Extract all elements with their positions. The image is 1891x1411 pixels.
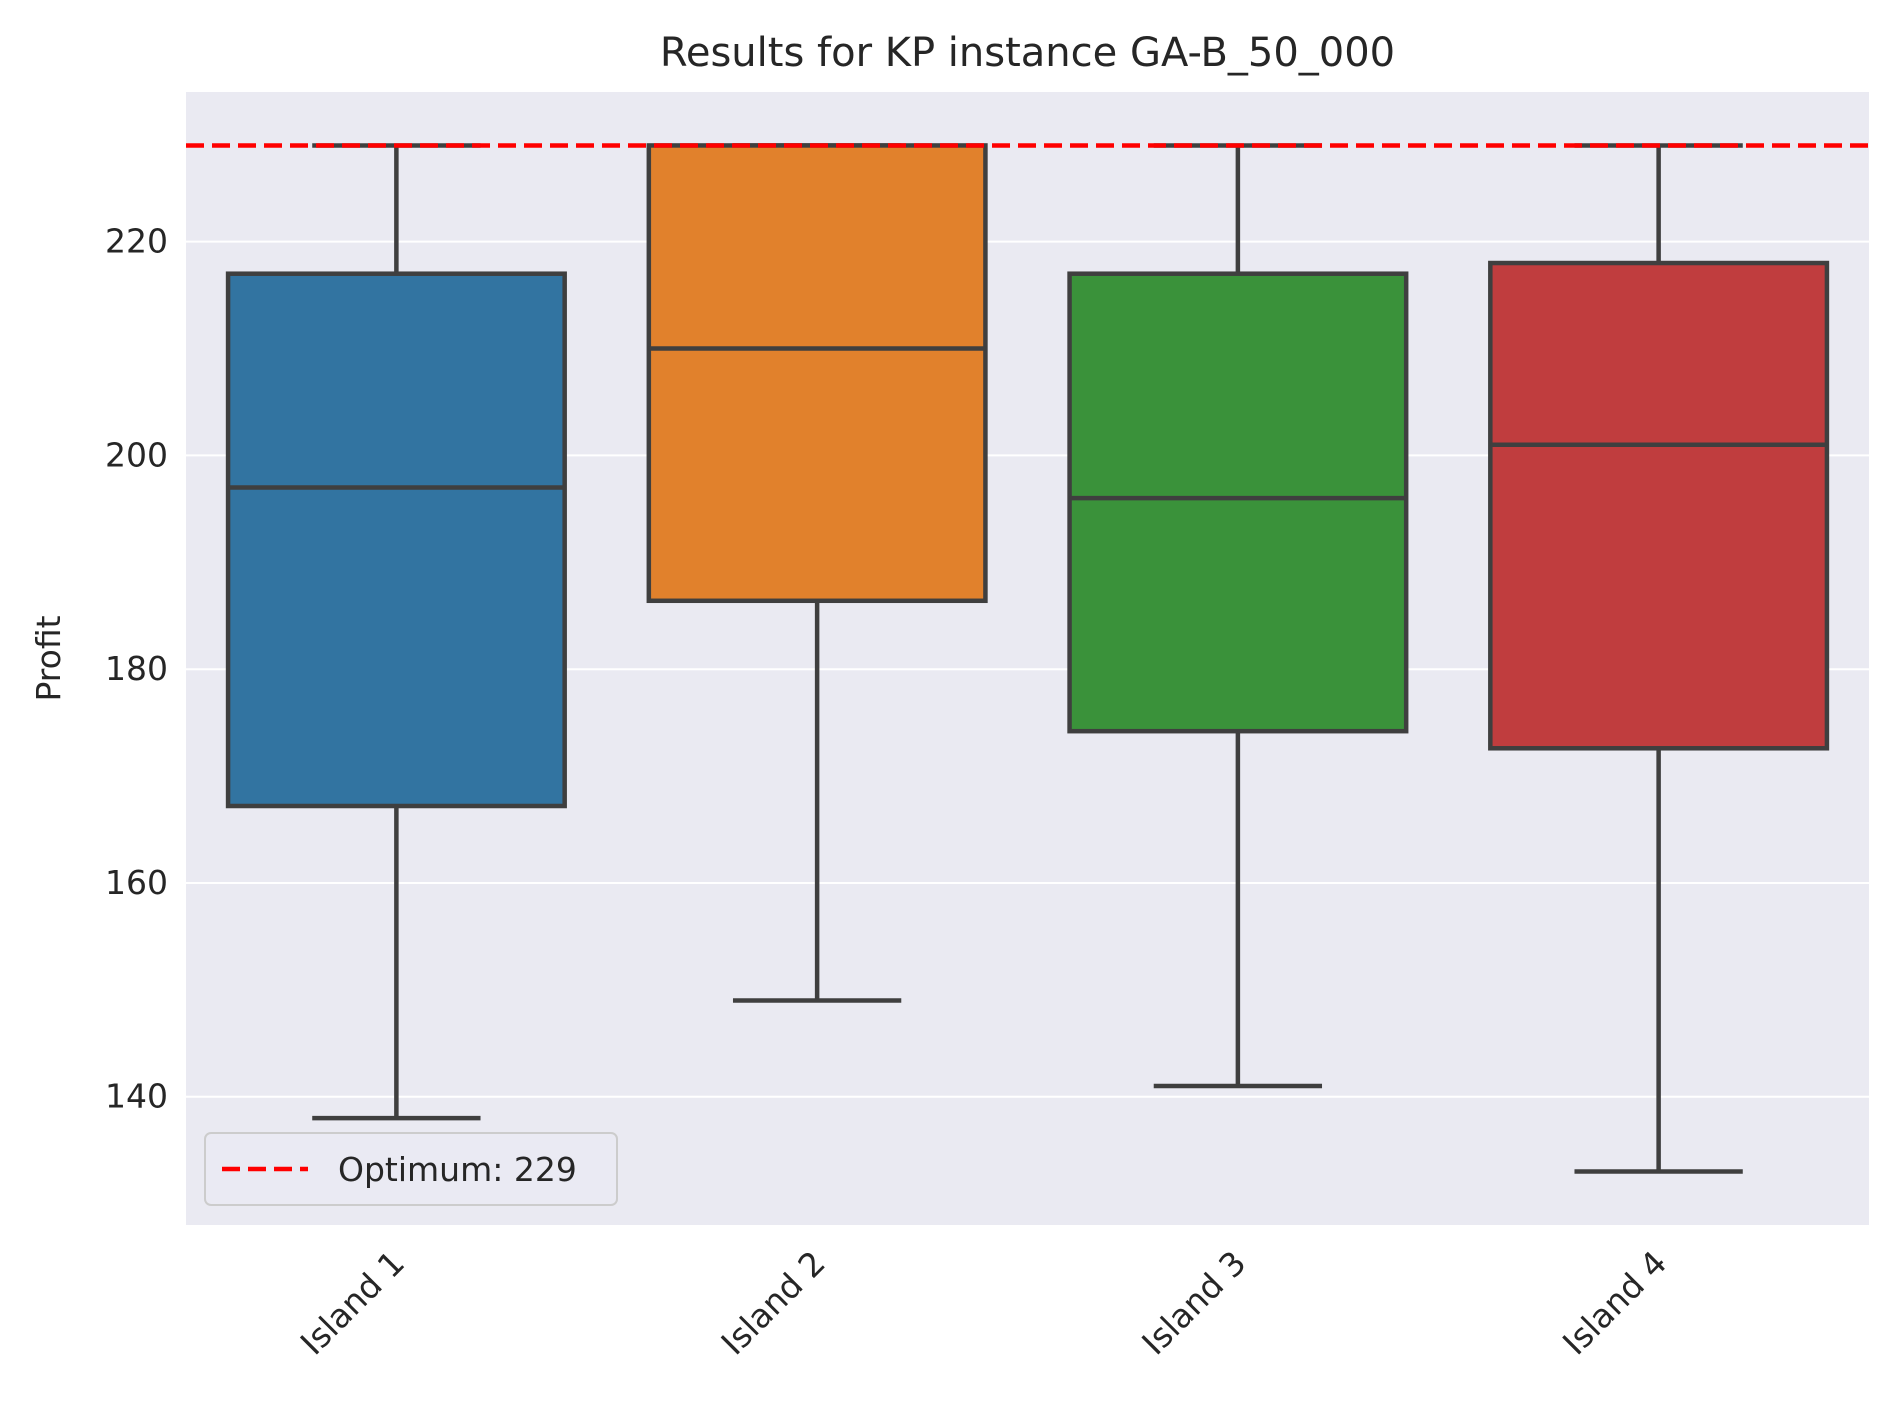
y-axis-label: Profit [29,615,68,701]
box-iqr [1067,271,1409,734]
legend: Optimum: 229 [204,1132,618,1206]
legend-label: Optimum: 229 [338,1150,577,1189]
y-tick-label-180: 180 [105,649,168,688]
chart-title: Results for KP instance GA-B_50_000 [660,30,1395,76]
legend-box [204,1132,618,1206]
y-tick-label-160: 160 [105,863,168,902]
box-iqr [225,271,567,809]
box-iqr [1488,260,1830,751]
box-group-4 [1488,143,1830,1174]
box-iqr [646,143,988,604]
y-tick-labels: 140 160 180 200 220 [105,222,168,1116]
y-tick-label-220: 220 [105,222,168,261]
y-tick-label-200: 200 [105,435,168,474]
box-group-3 [1067,143,1409,1089]
box-group-1 [225,143,567,1121]
y-tick-label-140: 140 [105,1077,168,1116]
